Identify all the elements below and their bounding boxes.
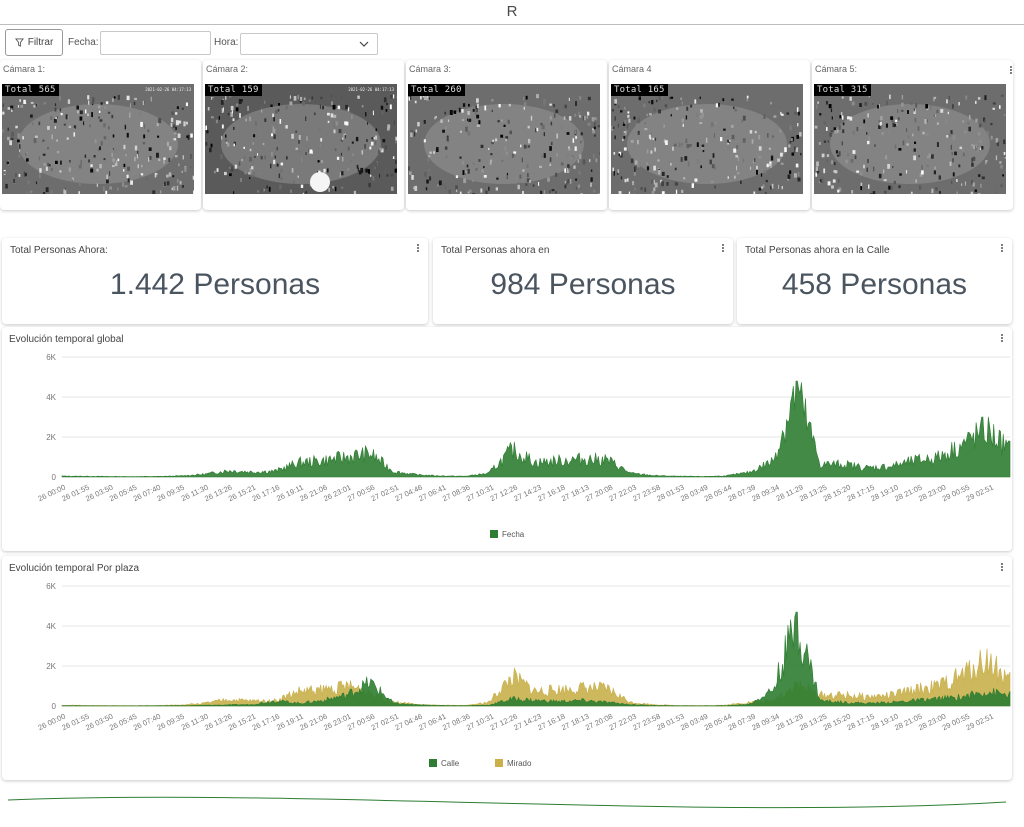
- top-bar: R: [0, 0, 1024, 25]
- camera-card[interactable]: Cámara 4 Total 165: [609, 60, 810, 210]
- filter-button[interactable]: Filtrar: [5, 29, 63, 56]
- legend-swatch: [429, 759, 437, 767]
- kpi-title: Total Personas ahora en: [441, 245, 550, 256]
- legend-label[interactable]: Fecha: [502, 530, 525, 539]
- y-tick-label: 4K: [46, 393, 56, 402]
- camera-feed-image: Total 159 2021-02-26 04:17:13: [205, 84, 397, 194]
- kpi-value: 458 Personas: [781, 268, 968, 301]
- y-tick-label: 2K: [46, 662, 56, 671]
- chart-card-por-plaza: 0 2K 4K 6K 26 00:00 26 01:55 26 03:50 26 05:45 2…: [2, 556, 1012, 780]
- legend-swatch: [495, 759, 503, 767]
- camera-title: Cámara 2:: [206, 64, 249, 74]
- kpi-card-total: Total Personas Ahora: 1.442 Personas: [2, 238, 428, 324]
- more-options-icon[interactable]: [721, 244, 725, 256]
- y-tick-label: 6K: [46, 582, 56, 591]
- camera-card[interactable]: Cámara 1: Total 565 2021-02-26 04:17:13: [0, 60, 201, 210]
- camera-title: Cámara 5:: [815, 64, 858, 74]
- date-input[interactable]: [100, 31, 211, 55]
- camera-total-count: Total 565: [2, 84, 59, 96]
- series-area-mirado: [61, 648, 1011, 707]
- chevron-down-icon: [359, 41, 369, 47]
- x-tick-label: 29 02:51: [965, 483, 995, 503]
- y-tick-label: 4K: [46, 622, 56, 631]
- more-options-icon[interactable]: [1009, 66, 1013, 78]
- y-tick-label: 6K: [46, 353, 56, 362]
- legend-label[interactable]: Calle: [441, 759, 460, 768]
- more-options-icon[interactable]: [1000, 334, 1004, 346]
- chart-card-global: 0 2K 4K 6K 26 00:00 26 01:55 26 03:50 26 05:45 2…: [2, 327, 1012, 551]
- series-area-fecha: [61, 380, 1011, 478]
- camera-timestamp: 2021-02-26 04:17:13: [348, 87, 394, 92]
- chart-title: Evolución temporal Por plaza: [9, 563, 140, 574]
- camera-total-count: Total 159: [205, 84, 262, 96]
- kpi-value: 984 Personas: [490, 268, 676, 301]
- more-options-icon[interactable]: [1000, 244, 1004, 256]
- camera-card[interactable]: Cámara 2: Total 159 2021-02-26 04:17:13: [203, 60, 404, 210]
- camera-title: Cámara 4: [612, 64, 652, 74]
- more-options-icon[interactable]: [1000, 563, 1004, 575]
- camera-card[interactable]: Cámara 3: Total 260: [406, 60, 607, 210]
- kpi-card-mirador: Total Personas ahora en 984 Personas: [433, 238, 733, 324]
- y-tick-label: 0: [52, 473, 57, 482]
- camera-title: Cámara 1:: [3, 64, 46, 74]
- kpi-title: Total Personas Ahora:: [10, 245, 108, 256]
- filter-bar: Filtrar Fecha: Hora:: [0, 28, 1024, 58]
- camera-feed-image: Total 165: [611, 84, 803, 194]
- camera-feed-image: Total 260: [408, 84, 600, 194]
- camera-total-count: Total 315: [814, 84, 871, 96]
- kpi-title: Total Personas ahora en la Calle: [745, 245, 890, 256]
- filter-button-label: Filtrar: [27, 37, 54, 48]
- kpi-value: 1.442 Personas: [109, 268, 321, 301]
- kpi-card-calle: Total Personas ahora en la Calle 458 Per…: [737, 238, 1012, 324]
- chart-title: Evolución temporal global: [9, 334, 124, 345]
- camera-total-count: Total 165: [611, 84, 668, 96]
- camera-card[interactable]: Cámara 5: Total 315: [812, 60, 1013, 210]
- date-label: Fecha:: [68, 37, 99, 48]
- y-tick-label: 0: [52, 702, 57, 711]
- camera-feed-image: Total 565 2021-02-26 04:17:13: [2, 84, 194, 194]
- camera-feed-image: Total 315: [814, 84, 1006, 194]
- bottom-curve: [7, 796, 1007, 809]
- camera-timestamp: 2021-02-26 04:17:13: [145, 87, 191, 92]
- app-title: R: [506, 3, 518, 20]
- legend-swatch: [490, 530, 498, 538]
- legend-label[interactable]: Mirado: [507, 759, 532, 768]
- time-label: Hora:: [214, 37, 239, 48]
- camera-total-count: Total 260: [408, 84, 465, 96]
- time-select[interactable]: [240, 33, 378, 55]
- series-area-calle: [61, 611, 1011, 707]
- x-tick-label: 29 02:51: [965, 712, 995, 732]
- more-options-icon[interactable]: [416, 244, 420, 256]
- y-tick-label: 2K: [46, 433, 56, 442]
- camera-title: Cámara 3:: [409, 64, 452, 74]
- filter-icon: [14, 38, 24, 47]
